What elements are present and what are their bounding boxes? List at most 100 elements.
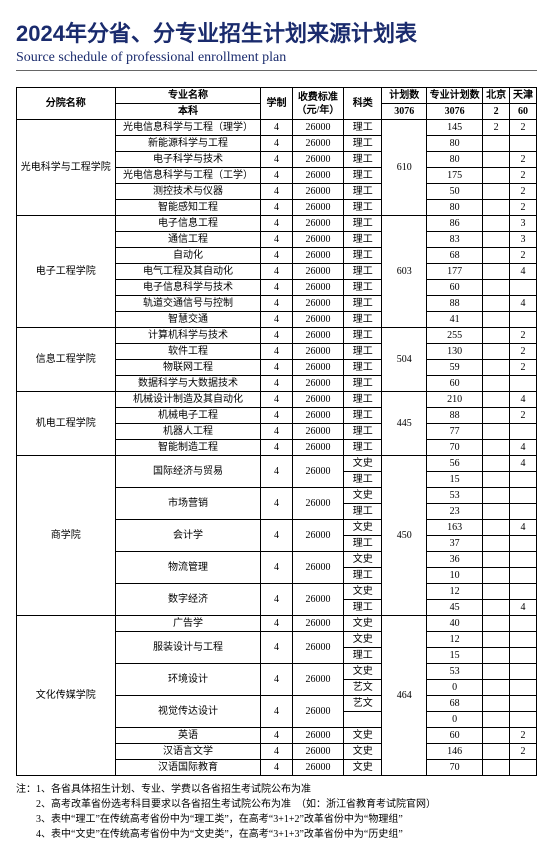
table-cell: 40 (427, 616, 483, 632)
table-cell: 理工 (344, 232, 382, 248)
table-cell: 环境设计 (115, 664, 261, 696)
table-cell: 4 (261, 392, 292, 408)
table-cell (483, 712, 510, 728)
table-cell: 理工 (344, 312, 382, 328)
table-cell: 2 (510, 328, 537, 344)
table-cell: 机械设计制造及其自动化 (115, 392, 261, 408)
footnote-line: 4、表中“文史”在传统高考省份中为“文史类”，在高考“3+1+3”改革省份中为“… (16, 827, 537, 842)
table-cell (483, 408, 510, 424)
table-cell (483, 344, 510, 360)
table-cell: 26000 (292, 664, 344, 696)
table-cell: 26000 (292, 696, 344, 728)
table-cell: 26000 (292, 216, 344, 232)
table-cell (510, 616, 537, 632)
table-cell: 视觉传达设计 (115, 696, 261, 728)
table-cell: 41 (427, 312, 483, 328)
table-cell: 26000 (292, 344, 344, 360)
table-cell: 4 (261, 136, 292, 152)
table-cell: 数据科学与大数据技术 (115, 376, 261, 392)
header-sub-plan-total: 3076 (382, 104, 427, 120)
table-cell (483, 504, 510, 520)
table-cell: 26000 (292, 440, 344, 456)
table-cell: 450 (382, 456, 427, 616)
table-cell (483, 744, 510, 760)
table-cell: 理工 (344, 648, 382, 664)
table-cell (483, 296, 510, 312)
table-cell: 软件工程 (115, 344, 261, 360)
table-cell: 电子科学与技术 (115, 152, 261, 168)
table-cell (483, 328, 510, 344)
table-cell (483, 632, 510, 648)
table-cell: 4 (510, 392, 537, 408)
table-cell (483, 312, 510, 328)
table-cell: 4 (261, 728, 292, 744)
table-cell: 艺文 (344, 696, 382, 712)
table-cell (344, 712, 382, 728)
table-cell: 汉语国际教育 (115, 760, 261, 776)
table-cell: 26000 (292, 232, 344, 248)
enrollment-table: 分院名称 专业名称 学制 收费标准（元/年） 科类 计划数 专业计划数 北京 天… (16, 87, 537, 776)
table-cell: 26000 (292, 760, 344, 776)
table-cell: 物联网工程 (115, 360, 261, 376)
table-cell (483, 696, 510, 712)
table-row: 文化传媒学院广告学426000文史46440 (17, 616, 537, 632)
table-cell: 数字经济 (115, 584, 261, 616)
table-cell: 2 (510, 168, 537, 184)
table-cell (510, 424, 537, 440)
table-cell: 理工 (344, 216, 382, 232)
table-cell: 26000 (292, 136, 344, 152)
table-cell: 理工 (344, 536, 382, 552)
table-cell (510, 136, 537, 152)
table-cell: 机电工程学院 (17, 392, 116, 456)
table-cell: 4 (261, 488, 292, 520)
table-cell (510, 568, 537, 584)
table-cell (483, 264, 510, 280)
table-cell: 英语 (115, 728, 261, 744)
table-cell: 53 (427, 664, 483, 680)
table-cell: 26000 (292, 264, 344, 280)
table-row: 光电科学与工程学院光电信息科学与工程（理学）426000理工61014522 (17, 120, 537, 136)
table-cell: 4 (261, 296, 292, 312)
table-cell: 88 (427, 296, 483, 312)
table-cell (483, 648, 510, 664)
table-cell: 26000 (292, 360, 344, 376)
table-cell: 80 (427, 136, 483, 152)
table-cell: 测控技术与仪器 (115, 184, 261, 200)
table-cell: 艺文 (344, 680, 382, 696)
table-cell: 26000 (292, 184, 344, 200)
table-cell (483, 456, 510, 472)
table-cell: 理工 (344, 408, 382, 424)
table-cell: 504 (382, 328, 427, 392)
table-cell: 4 (261, 424, 292, 440)
table-cell: 4 (261, 248, 292, 264)
table-cell (483, 600, 510, 616)
table-cell: 2 (483, 120, 510, 136)
table-cell: 电子信息工程 (115, 216, 261, 232)
table-cell: 2 (510, 184, 537, 200)
table-cell (510, 760, 537, 776)
header-fee: 收费标准（元/年） (292, 88, 344, 120)
table-cell: 文史 (344, 520, 382, 536)
table-cell: 4 (510, 600, 537, 616)
header-category: 科类 (344, 88, 382, 120)
table-cell: 理工 (344, 136, 382, 152)
table-cell: 4 (261, 584, 292, 616)
title-chinese: 2024年分省、分专业招生计划来源计划表 (16, 16, 537, 48)
table-cell (483, 568, 510, 584)
table-cell: 177 (427, 264, 483, 280)
table-cell (510, 552, 537, 568)
table-cell: 文史 (344, 664, 382, 680)
table-cell (483, 360, 510, 376)
table-cell: 4 (261, 168, 292, 184)
table-cell (483, 616, 510, 632)
table-cell: 0 (427, 680, 483, 696)
table-cell: 4 (261, 152, 292, 168)
table-cell: 新能源科学与工程 (115, 136, 261, 152)
table-cell: 2 (510, 200, 537, 216)
table-cell: 2 (510, 360, 537, 376)
table-cell (510, 376, 537, 392)
table-cell: 2 (510, 728, 537, 744)
table-cell (483, 552, 510, 568)
table-cell: 电子信息科学与技术 (115, 280, 261, 296)
table-cell: 88 (427, 408, 483, 424)
